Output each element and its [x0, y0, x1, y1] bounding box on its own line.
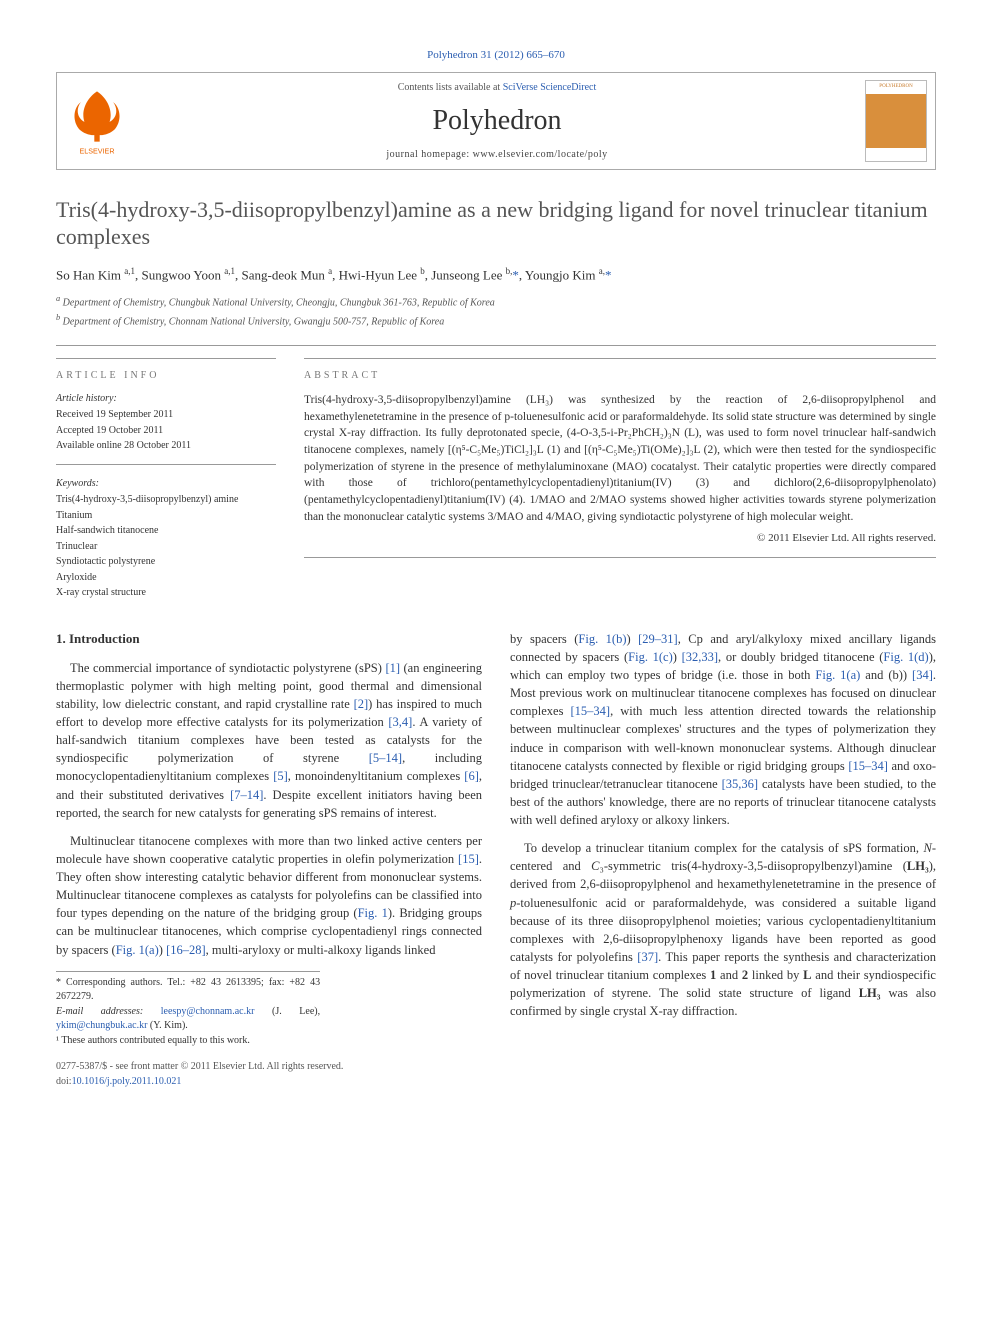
journal-header: ELSEVIER Contents lists available at Sci… [56, 72, 936, 170]
ref-3-4[interactable]: [3,4] [388, 715, 412, 729]
issn-copyright-line: 0277-5387/$ - see front matter © 2011 El… [56, 1060, 936, 1075]
ref-6[interactable]: [6] [464, 769, 479, 783]
right-column: by spacers (Fig. 1(b)) [29–31], Cp and a… [510, 630, 936, 1048]
intro-p1: The commercial importance of syndiotacti… [56, 659, 482, 822]
abstract-heading: ABSTRACT [304, 369, 936, 384]
homepage-url: www.elsevier.com/locate/poly [473, 149, 608, 160]
fig-1a-link[interactable]: Fig. 1(a) [116, 943, 159, 957]
intro-p2: Multinuclear titanocene complexes with m… [56, 832, 482, 959]
ref-5-14[interactable]: [5–14] [369, 751, 402, 765]
affiliation-b: b Department of Chemistry, Chonnam Natio… [56, 312, 936, 330]
section-1-heading: 1. Introduction [56, 630, 482, 649]
info-divider [56, 464, 276, 465]
ref-1[interactable]: [1] [385, 661, 400, 675]
footnote-corresponding: * Corresponding authors. Tel.: +82 43 26… [56, 976, 320, 1005]
history-label: Article history: [56, 392, 276, 407]
cover-thumb-image: POLYHEDRON [865, 80, 927, 162]
affil-marker-b: b [56, 313, 60, 322]
journal-cover-thumb[interactable]: POLYHEDRON [857, 73, 935, 169]
keyword-1: Titanium [56, 509, 276, 524]
article-info-heading: ARTICLE INFO [56, 369, 276, 384]
fig-1c-link[interactable]: Fig. 1(c) [628, 650, 673, 664]
corr-author-link-1[interactable]: * [512, 267, 519, 282]
contents-prefix: Contents lists available at [398, 82, 503, 93]
page-container: Polyhedron 31 (2012) 665–670 ELSEVIER Co… [0, 0, 992, 1129]
ref-16-28[interactable]: [16–28] [166, 943, 206, 957]
ref-15[interactable]: [15] [458, 852, 479, 866]
email2-who: (Y. Kim). [147, 1020, 187, 1031]
ref-37[interactable]: [37] [637, 950, 658, 964]
affil-text-b: Department of Chemistry, Chonnam Nationa… [63, 316, 445, 327]
ref-15-34[interactable]: [15–34] [570, 704, 610, 718]
authors-line: So Han Kim a,1, Sungwoo Yoon a,1, Sang-d… [56, 265, 936, 285]
keyword-4: Syndiotactic polystyrene [56, 555, 276, 570]
ref-35-36[interactable]: [35,36] [722, 777, 758, 791]
sciencedirect-link[interactable]: SciVerse ScienceDirect [503, 82, 597, 93]
emails-label: E-mail addresses: [56, 1006, 161, 1017]
elsevier-tree-icon: ELSEVIER [65, 86, 129, 156]
history-accepted: Accepted 19 October 2011 [56, 424, 276, 439]
abstract-bottom-rule [304, 557, 936, 558]
affil-marker-a: a [56, 294, 60, 303]
article-info-box: ARTICLE INFO Article history: Received 1… [56, 358, 276, 602]
journal-name: Polyhedron [137, 101, 857, 142]
abstract-box: ABSTRACT Tris(4-hydroxy-3,5-diisopropylb… [304, 358, 936, 602]
keyword-5: Aryloxide [56, 571, 276, 586]
citation-link[interactable]: Polyhedron 31 (2012) 665–670 [427, 49, 565, 61]
affiliations: a Department of Chemistry, Chungbuk Nati… [56, 293, 936, 330]
info-abstract-row: ARTICLE INFO Article history: Received 1… [56, 345, 936, 602]
elsevier-wordmark: ELSEVIER [79, 147, 114, 155]
fig-1a-link-2[interactable]: Fig. 1(a) [815, 668, 860, 682]
header-center: Contents lists available at SciVerse Sci… [137, 73, 857, 169]
footnote-emails: E-mail addresses: leespy@chonnam.ac.kr (… [56, 1005, 320, 1034]
affiliation-a: a Department of Chemistry, Chungbuk Nati… [56, 293, 936, 311]
left-column: 1. Introduction The commercial importanc… [56, 630, 482, 1048]
intro-p4: To develop a trinuclear titanium complex… [510, 839, 936, 1020]
fig-1d-link[interactable]: Fig. 1(d) [883, 650, 928, 664]
article-title: Tris(4-hydroxy-3,5-diisopropylbenzyl)ami… [56, 196, 936, 251]
email1-who: (J. Lee), [254, 1006, 320, 1017]
corr-author-link-2[interactable]: * [605, 267, 612, 282]
body-columns: 1. Introduction The commercial importanc… [56, 630, 936, 1048]
footnote-equal: ¹ These authors contributed equally to t… [56, 1034, 320, 1049]
citation-volissue: 31 (2012) 665–670 [481, 49, 565, 61]
keyword-3: Trinuclear [56, 540, 276, 555]
ref-29-31[interactable]: [29–31] [638, 632, 678, 646]
doi-line: doi:10.1016/j.poly.2011.10.021 [56, 1075, 936, 1090]
keyword-6: X-ray crystal structure [56, 586, 276, 601]
email-link-2[interactable]: ykim@chungbuk.ac.kr [56, 1020, 147, 1031]
affil-text-a: Department of Chemistry, Chungbuk Nation… [63, 297, 495, 308]
email-link-1[interactable]: leespy@chonnam.ac.kr [161, 1006, 255, 1017]
elsevier-logo[interactable]: ELSEVIER [57, 73, 137, 169]
contents-lists-line: Contents lists available at SciVerse Sci… [137, 81, 857, 96]
history-received: Received 19 September 2011 [56, 408, 276, 423]
citation-line: Polyhedron 31 (2012) 665–670 [56, 48, 936, 64]
ref-5[interactable]: [5] [273, 769, 288, 783]
journal-homepage-line: journal homepage: www.elsevier.com/locat… [137, 148, 857, 163]
ref-15-34-b[interactable]: [15–34] [848, 759, 888, 773]
history-online: Available online 28 October 2011 [56, 439, 276, 454]
footnotes-block: * Corresponding authors. Tel.: +82 43 26… [56, 971, 320, 1049]
fig-1-link[interactable]: Fig. 1 [358, 906, 388, 920]
homepage-prefix: journal homepage: [386, 149, 472, 160]
doi-prefix: doi: [56, 1076, 72, 1087]
abstract-text: Tris(4-hydroxy-3,5-diisopropylbenzyl)ami… [304, 392, 936, 525]
ref-34[interactable]: [34] [912, 668, 933, 682]
doi-link[interactable]: 10.1016/j.poly.2011.10.021 [72, 1076, 182, 1087]
ref-2[interactable]: [2] [354, 697, 369, 711]
abstract-copyright: © 2011 Elsevier Ltd. All rights reserved… [304, 531, 936, 547]
intro-p3: by spacers (Fig. 1(b)) [29–31], Cp and a… [510, 630, 936, 829]
ref-32-33[interactable]: [32,33] [682, 650, 718, 664]
ref-7-14[interactable]: [7–14] [230, 788, 263, 802]
keywords-label: Keywords: [56, 477, 276, 492]
fig-1b-link[interactable]: Fig. 1(b) [578, 632, 626, 646]
page-footer: 0277-5387/$ - see front matter © 2011 El… [56, 1060, 936, 1089]
citation-journal: Polyhedron [427, 49, 478, 61]
keyword-0: Tris(4-hydroxy-3,5-diisopropylbenzyl) am… [56, 493, 276, 508]
keyword-2: Half-sandwich titanocene [56, 524, 276, 539]
